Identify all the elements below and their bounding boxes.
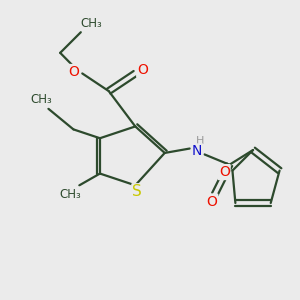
Text: O: O [206,194,217,208]
Text: O: O [219,165,230,179]
Text: O: O [137,63,148,77]
Text: S: S [133,184,142,199]
Text: H: H [196,136,204,146]
Text: CH₃: CH₃ [30,93,52,106]
Text: CH₃: CH₃ [60,188,81,201]
Text: N: N [192,145,202,158]
Text: CH₃: CH₃ [80,17,102,30]
Text: O: O [69,65,80,79]
